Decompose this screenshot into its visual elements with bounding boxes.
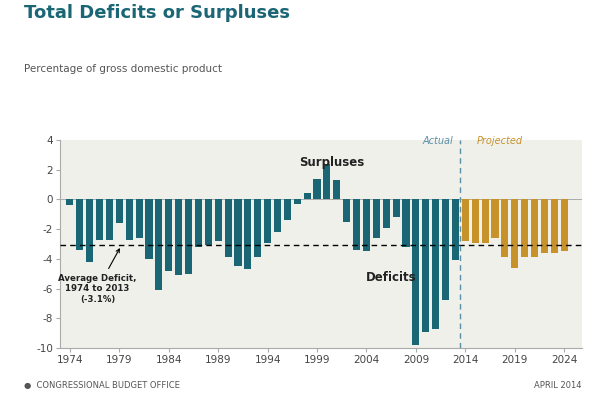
Bar [323,164,331,200]
Text: Average Deficit,
1974 to 2013
(-3.1%): Average Deficit, 1974 to 2013 (-3.1%) [58,249,137,304]
Bar [106,200,113,240]
Bar [264,200,271,242]
Text: ●  CONGRESSIONAL BUDGET OFFICE: ● CONGRESSIONAL BUDGET OFFICE [24,381,180,390]
Bar [175,200,182,275]
Bar [244,200,251,269]
Bar [452,200,459,260]
Bar [373,200,380,238]
Bar [560,200,568,252]
Bar [136,200,143,238]
Text: Surpluses: Surpluses [299,156,365,169]
Bar [215,200,222,241]
Bar [353,200,360,250]
Bar [224,200,232,257]
Bar [511,200,518,268]
Bar [432,200,439,329]
Bar [412,200,419,345]
Bar [116,200,123,223]
Bar [363,200,370,252]
Bar [462,200,469,241]
Bar [165,200,172,271]
Bar [155,200,163,290]
Bar [333,180,340,200]
Bar [551,200,558,253]
Bar [274,200,281,232]
Bar [403,200,410,247]
Bar [205,200,212,246]
Bar [195,200,202,247]
Bar [422,200,430,332]
Bar [254,200,261,257]
Bar [125,200,133,240]
Bar [185,200,192,274]
Text: Total Deficits or Surpluses: Total Deficits or Surpluses [24,4,290,22]
Bar [491,200,499,238]
Bar [145,200,152,259]
Bar [531,200,538,257]
Text: Actual: Actual [423,136,454,146]
Text: Deficits: Deficits [366,271,416,284]
Bar [294,200,301,204]
Bar [313,179,320,200]
Bar [304,194,311,200]
Bar [392,200,400,217]
Bar [96,200,103,240]
Bar [86,200,93,262]
Bar [284,200,291,220]
Bar [76,200,83,250]
Text: Projected: Projected [477,136,523,146]
Bar [235,200,242,266]
Bar [502,200,508,257]
Text: Percentage of gross domestic product: Percentage of gross domestic product [24,64,222,74]
Bar [442,200,449,300]
Bar [343,200,350,222]
Bar [482,200,488,242]
Bar [472,200,479,242]
Bar [521,200,528,257]
Bar [383,200,390,228]
Bar [541,200,548,253]
Text: APRIL 2014: APRIL 2014 [535,381,582,390]
Bar [67,200,73,205]
